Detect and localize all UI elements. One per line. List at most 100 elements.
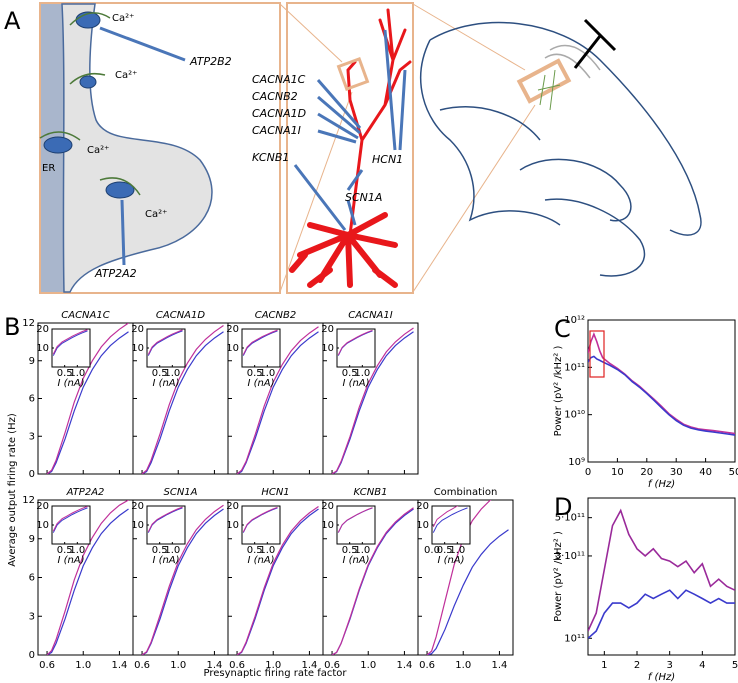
x-tick-label: 2	[634, 660, 640, 671]
inset-x-label: I (nA)	[247, 378, 274, 389]
chart-title: Combination	[434, 487, 498, 498]
inset-x-label: I (nA)	[437, 555, 464, 566]
x-axis-label: Presynaptic firing rate factor	[203, 668, 347, 679]
y-tick-label: 3	[29, 611, 35, 622]
y-tick-label: 6	[29, 394, 35, 405]
label-arrow	[317, 112, 359, 140]
y-tick-label: 10	[226, 520, 239, 531]
y-tick-label: 10	[321, 520, 334, 531]
x-tick-label: 1	[601, 660, 607, 671]
y-tick-label: 20	[36, 324, 49, 335]
x-tick-label: 0.0	[424, 545, 440, 556]
series-line	[337, 329, 373, 356]
x-tick-label: 1.0	[164, 545, 180, 556]
inset-x-label: I (nA)	[57, 555, 84, 566]
panel-label: D	[554, 493, 572, 521]
label-arrow	[383, 29, 397, 151]
x-tick-label: 0.6	[419, 660, 435, 671]
zoom-line	[412, 3, 526, 71]
series-line	[52, 507, 88, 533]
mini-neurons	[537, 69, 561, 111]
pump	[79, 75, 97, 89]
series-line	[432, 506, 459, 528]
series-line	[588, 508, 735, 632]
plot-frame	[431, 505, 471, 545]
x-tick-label: 1.0	[259, 545, 275, 556]
plot-frame	[587, 319, 736, 463]
x-axis-label: f (Hz)	[648, 479, 675, 490]
pump	[43, 136, 73, 154]
series-line	[588, 355, 735, 436]
zoom-marker	[589, 330, 605, 378]
ion-label: Ca²⁺	[112, 13, 134, 24]
flux-arrow	[99, 177, 141, 196]
panel-a: A Ca²⁺ Ca²⁺ Ca²⁺ Ca²⁺ ATP2B2 ATP2A2 ER C…	[4, 2, 702, 294]
label-arrow	[346, 169, 364, 191]
x-tick-label: 50	[729, 467, 738, 478]
chart-title: KCNB1	[354, 487, 388, 498]
y-tick-label: 10¹¹	[564, 633, 585, 644]
inset-x-label: I (nA)	[152, 378, 179, 389]
y-tick-label: 10	[131, 520, 144, 531]
zoom-line	[279, 3, 343, 63]
label-arrow	[346, 199, 357, 226]
y-tick-label: 20	[226, 501, 239, 512]
gene-label: CACNA1D	[252, 107, 306, 120]
label-arrow	[293, 164, 347, 231]
panel-label: A	[4, 7, 21, 35]
x-tick-label: 0.6	[39, 660, 55, 671]
x-tick-label: 1.4	[206, 660, 222, 671]
panel-label: C	[554, 315, 571, 343]
gene-label: SCN1A	[345, 191, 382, 204]
y-tick-label: 20	[321, 501, 334, 512]
ion-label: Ca²⁺	[87, 145, 109, 156]
y-tick-label: 3·10¹¹	[555, 551, 585, 562]
series-line	[147, 507, 183, 533]
y-tick-label: 12	[22, 495, 35, 506]
label-arrow	[120, 199, 126, 266]
gene-label: CACNA1I	[252, 124, 301, 137]
chart-title: CACNA1I	[348, 310, 392, 321]
y-tick-label: 20	[131, 324, 144, 335]
y-tick-label: 20	[321, 324, 334, 335]
y-tick-label: 12	[22, 318, 35, 329]
label-arrow	[99, 26, 186, 62]
x-tick-label: 0.6	[134, 660, 150, 671]
y-tick-label: 10¹²	[564, 315, 585, 326]
series-line	[242, 329, 278, 355]
label-arrow	[317, 95, 361, 135]
x-tick-label: 0.5	[247, 368, 263, 379]
series-line	[432, 507, 468, 533]
chart-title: CACNA1D	[156, 310, 205, 321]
x-tick-label: 0.5	[152, 368, 168, 379]
gene-label: KCNB1	[252, 151, 289, 164]
x-tick-label: 40	[699, 467, 712, 478]
y-tick-label: 10	[226, 343, 239, 354]
series-line	[52, 506, 88, 532]
series-line	[331, 507, 414, 655]
y-tick-label: 10	[321, 343, 334, 354]
series-line	[46, 323, 129, 474]
gene-label: ATP2B2	[189, 55, 232, 68]
y-tick-label: 10	[416, 520, 429, 531]
flux-arrow	[69, 72, 106, 85]
x-tick-label: 10	[611, 467, 624, 478]
x-tick-label: 1.0	[170, 660, 186, 671]
plot-frame	[336, 505, 376, 545]
x-tick-label: 1.0	[449, 545, 465, 556]
x-tick-label: 3	[666, 660, 672, 671]
y-tick-label: 10¹⁰	[564, 410, 585, 421]
y-tick-label: 9	[29, 356, 35, 367]
gene-label: CACNB2	[252, 90, 298, 103]
y-tick-label: 10⁹	[568, 457, 585, 468]
field-lines	[544, 44, 601, 79]
x-tick-label: 1.0	[360, 660, 376, 671]
y-tick-label: 20	[416, 501, 429, 512]
chart-title: CACNA1C	[61, 310, 109, 321]
x-tick-label: 0	[585, 467, 591, 478]
plot-frame	[146, 328, 186, 368]
x-tick-label: 0.5	[247, 545, 263, 556]
inset-x-label: I (nA)	[342, 378, 369, 389]
gene-label: HCN1	[372, 153, 403, 166]
chart-title: SCN1A	[163, 487, 197, 498]
